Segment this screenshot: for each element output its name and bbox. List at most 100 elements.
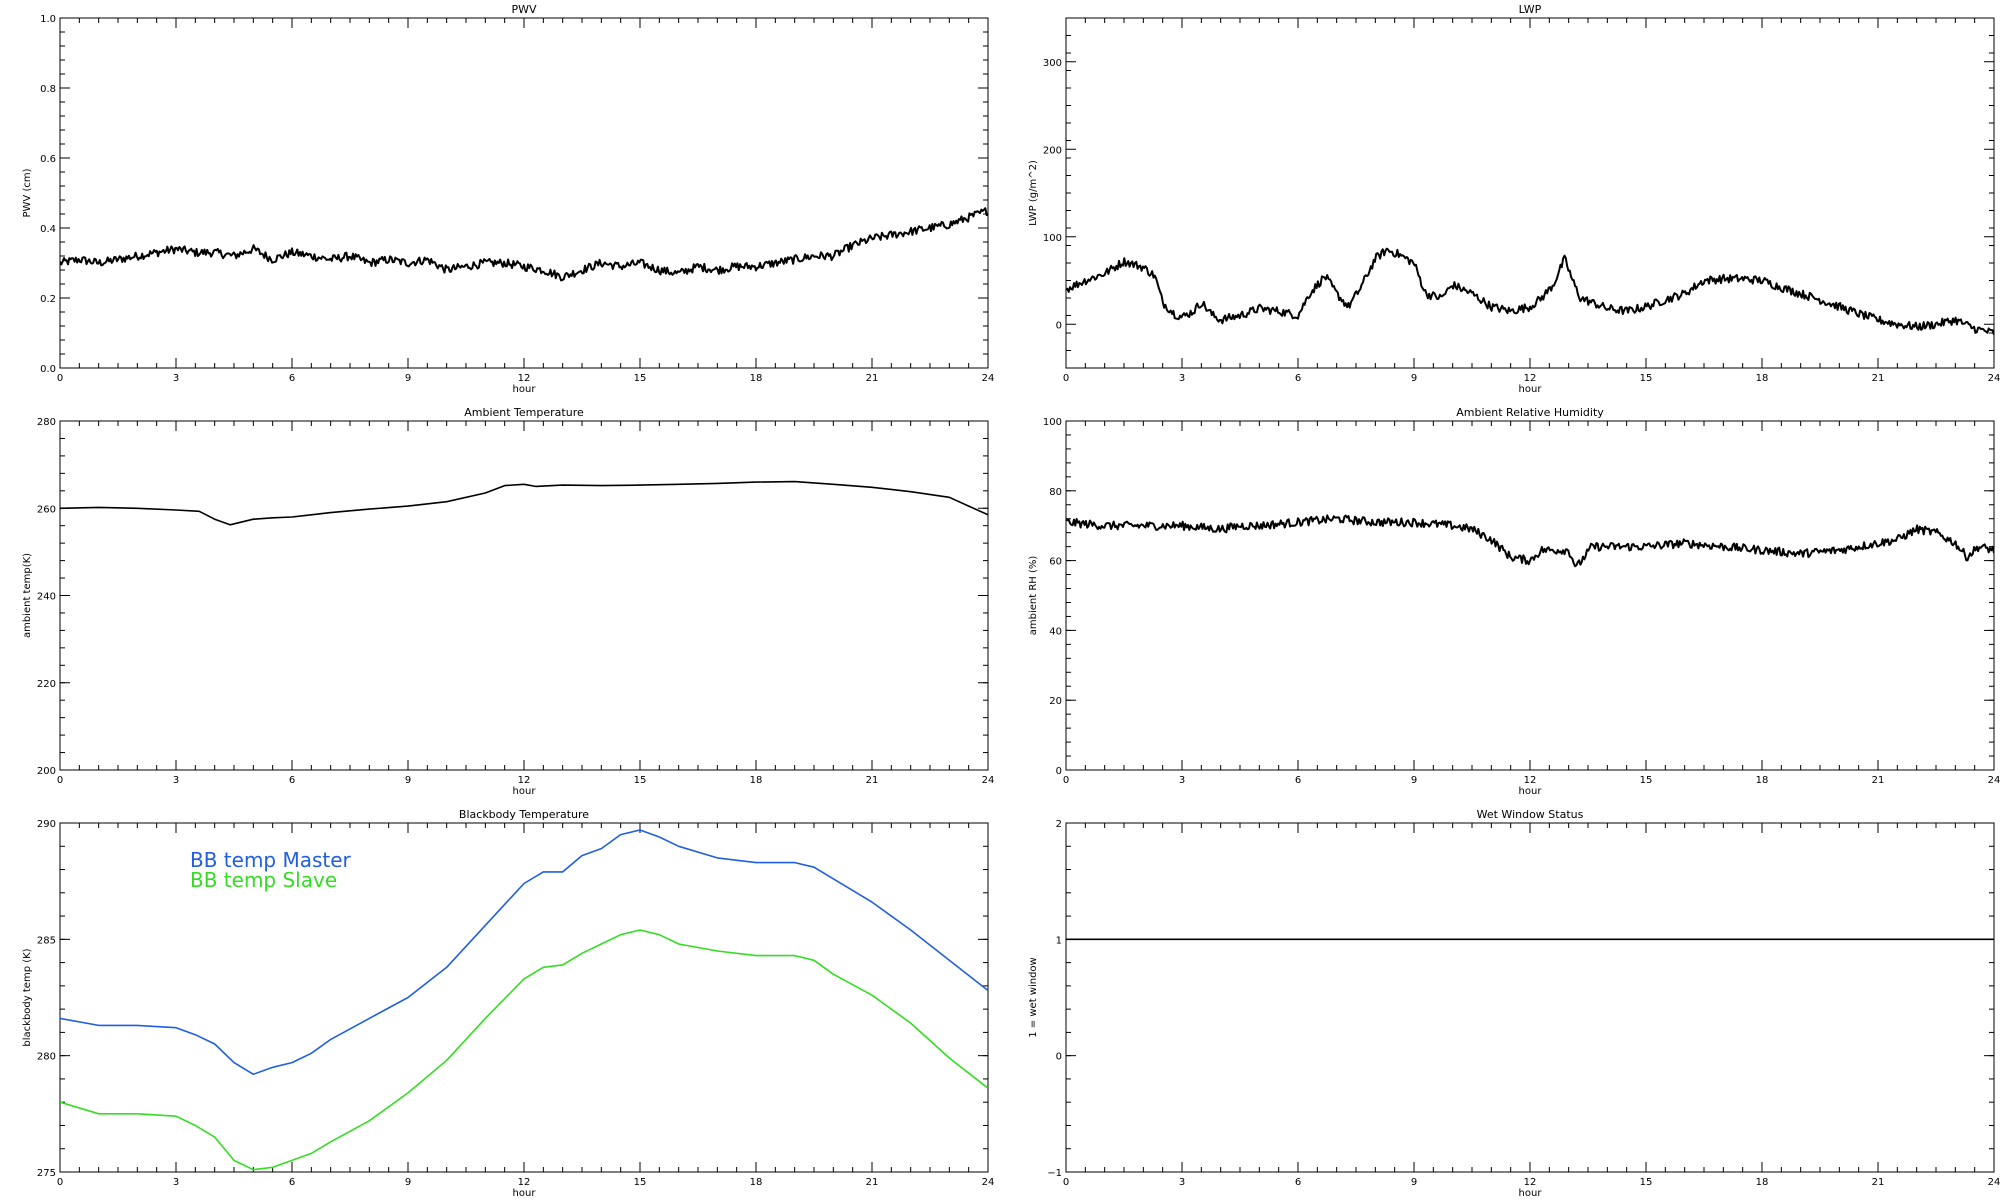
- x-tick-label: 21: [1872, 373, 1885, 384]
- x-tick-label: 24: [982, 775, 995, 786]
- x-tick-label: 24: [1988, 1177, 2000, 1188]
- x-axis-label: hour: [1519, 384, 1543, 395]
- chart-panel-1: LWP 0 3 6 9 12 15 18 21 24 hour 0 100 200 300 LWP (g/m^…: [1028, 3, 2000, 395]
- y-tick-label: 0: [1056, 320, 1062, 331]
- x-tick-label: 9: [1411, 1177, 1417, 1188]
- x-tick-label: 0: [1063, 373, 1069, 384]
- chart-title: LWP: [1519, 3, 1542, 16]
- x-tick-label: 12: [1524, 1177, 1537, 1188]
- x-tick-label: 3: [173, 1177, 179, 1188]
- chart-title: Wet Window Status: [1477, 808, 1584, 821]
- x-tick-label: 6: [1295, 775, 1301, 786]
- y-tick-label: 0.6: [40, 154, 56, 165]
- y-tick-label: 0: [1056, 766, 1062, 777]
- legend-entry: BB temp Master: [190, 848, 352, 872]
- y-tick-label: 280: [37, 1052, 56, 1063]
- x-tick-label: 18: [750, 1177, 763, 1188]
- y-tick-label: 260: [37, 504, 56, 515]
- x-tick-label: 21: [1872, 775, 1885, 786]
- series-line-0: [1066, 514, 1994, 568]
- chart-title: Ambient Relative Humidity: [1456, 406, 1604, 419]
- y-tick-label: 200: [1043, 145, 1062, 156]
- x-axis-label: hour: [1519, 786, 1543, 797]
- series-line-0: [60, 829, 988, 1076]
- x-tick-label: 24: [1988, 373, 2000, 384]
- y-tick-label: 220: [37, 679, 56, 690]
- x-tick-label: 3: [173, 373, 179, 384]
- x-tick-label: 24: [982, 373, 995, 384]
- x-tick-label: 0: [57, 373, 63, 384]
- x-tick-label: 18: [750, 775, 763, 786]
- x-tick-label: 24: [982, 1177, 995, 1188]
- y-tick-label: 0.4: [40, 224, 56, 235]
- plot-frame: [59, 17, 989, 369]
- x-tick-label: 24: [1988, 775, 2000, 786]
- x-tick-label: 0: [57, 1177, 63, 1188]
- y-tick-label: 2: [1056, 819, 1062, 830]
- x-tick-label: 18: [750, 373, 763, 384]
- x-tick-label: 6: [289, 775, 295, 786]
- series-line-0: [60, 480, 988, 526]
- x-tick-label: 21: [866, 1177, 879, 1188]
- x-tick-label: 3: [1179, 1177, 1185, 1188]
- y-axis-label: PWV (cm): [22, 168, 33, 217]
- y-tick-label: 300: [1043, 58, 1062, 69]
- plot-frame: [1065, 822, 1995, 1173]
- x-tick-label: 18: [1756, 1177, 1769, 1188]
- x-tick-label: 15: [1640, 1177, 1653, 1188]
- y-tick-label: 60: [1049, 557, 1062, 568]
- x-tick-label: 15: [634, 1177, 647, 1188]
- plot-frame: [59, 420, 989, 771]
- x-tick-label: 9: [1411, 373, 1417, 384]
- x-tick-label: 0: [1063, 1177, 1069, 1188]
- y-tick-label: 80: [1049, 487, 1062, 498]
- x-axis-label: hour: [513, 1188, 537, 1199]
- y-tick-label: 100: [1043, 417, 1062, 428]
- x-tick-label: 6: [289, 373, 295, 384]
- x-tick-label: 9: [405, 373, 411, 384]
- chart-title: PWV: [511, 3, 537, 16]
- y-tick-label: 0.2: [40, 294, 56, 305]
- y-tick-label: 0.8: [40, 84, 56, 95]
- y-tick-label: 275: [37, 1168, 56, 1179]
- x-tick-label: 0: [1063, 775, 1069, 786]
- chart-title: Ambient Temperature: [464, 406, 584, 419]
- x-tick-label: 21: [1872, 1177, 1885, 1188]
- x-tick-label: 15: [1640, 373, 1653, 384]
- x-tick-label: 6: [289, 1177, 295, 1188]
- x-tick-label: 18: [1756, 775, 1769, 786]
- plot-frame: [1065, 420, 1995, 771]
- y-tick-label: 0.0: [40, 364, 56, 375]
- y-axis-label: blackbody temp (K): [22, 948, 33, 1046]
- x-tick-label: 12: [518, 775, 531, 786]
- x-axis-label: hour: [1519, 1188, 1543, 1199]
- chart-panel-2: Ambient Temperature 0 3 6 9 12 15 18 21 24 hour 200…: [22, 406, 994, 797]
- x-tick-label: 3: [173, 775, 179, 786]
- x-tick-label: 0: [57, 775, 63, 786]
- y-axis-label: 1 = wet window: [1028, 957, 1039, 1037]
- x-tick-label: 12: [1524, 373, 1537, 384]
- x-tick-label: 6: [1295, 1177, 1301, 1188]
- y-tick-label: 280: [37, 417, 56, 428]
- x-tick-label: 21: [866, 373, 879, 384]
- x-tick-label: 12: [518, 373, 531, 384]
- x-tick-label: 12: [1524, 775, 1537, 786]
- series-line-0: [1066, 247, 1994, 335]
- y-tick-label: 290: [37, 819, 56, 830]
- series-line-0: [60, 207, 988, 282]
- x-tick-label: 9: [405, 1177, 411, 1188]
- x-tick-label: 6: [1295, 373, 1301, 384]
- y-axis-label: LWP (g/m^2): [1028, 160, 1039, 226]
- y-tick-label: 200: [37, 766, 56, 777]
- x-tick-label: 21: [866, 775, 879, 786]
- y-tick-label: 240: [37, 592, 56, 603]
- x-tick-label: 15: [1640, 775, 1653, 786]
- x-tick-label: 15: [634, 373, 647, 384]
- y-axis-label: ambient temp(K): [22, 553, 33, 638]
- x-axis-label: hour: [513, 786, 537, 797]
- x-tick-label: 9: [405, 775, 411, 786]
- x-tick-label: 3: [1179, 775, 1185, 786]
- y-tick-label: 20: [1049, 696, 1062, 707]
